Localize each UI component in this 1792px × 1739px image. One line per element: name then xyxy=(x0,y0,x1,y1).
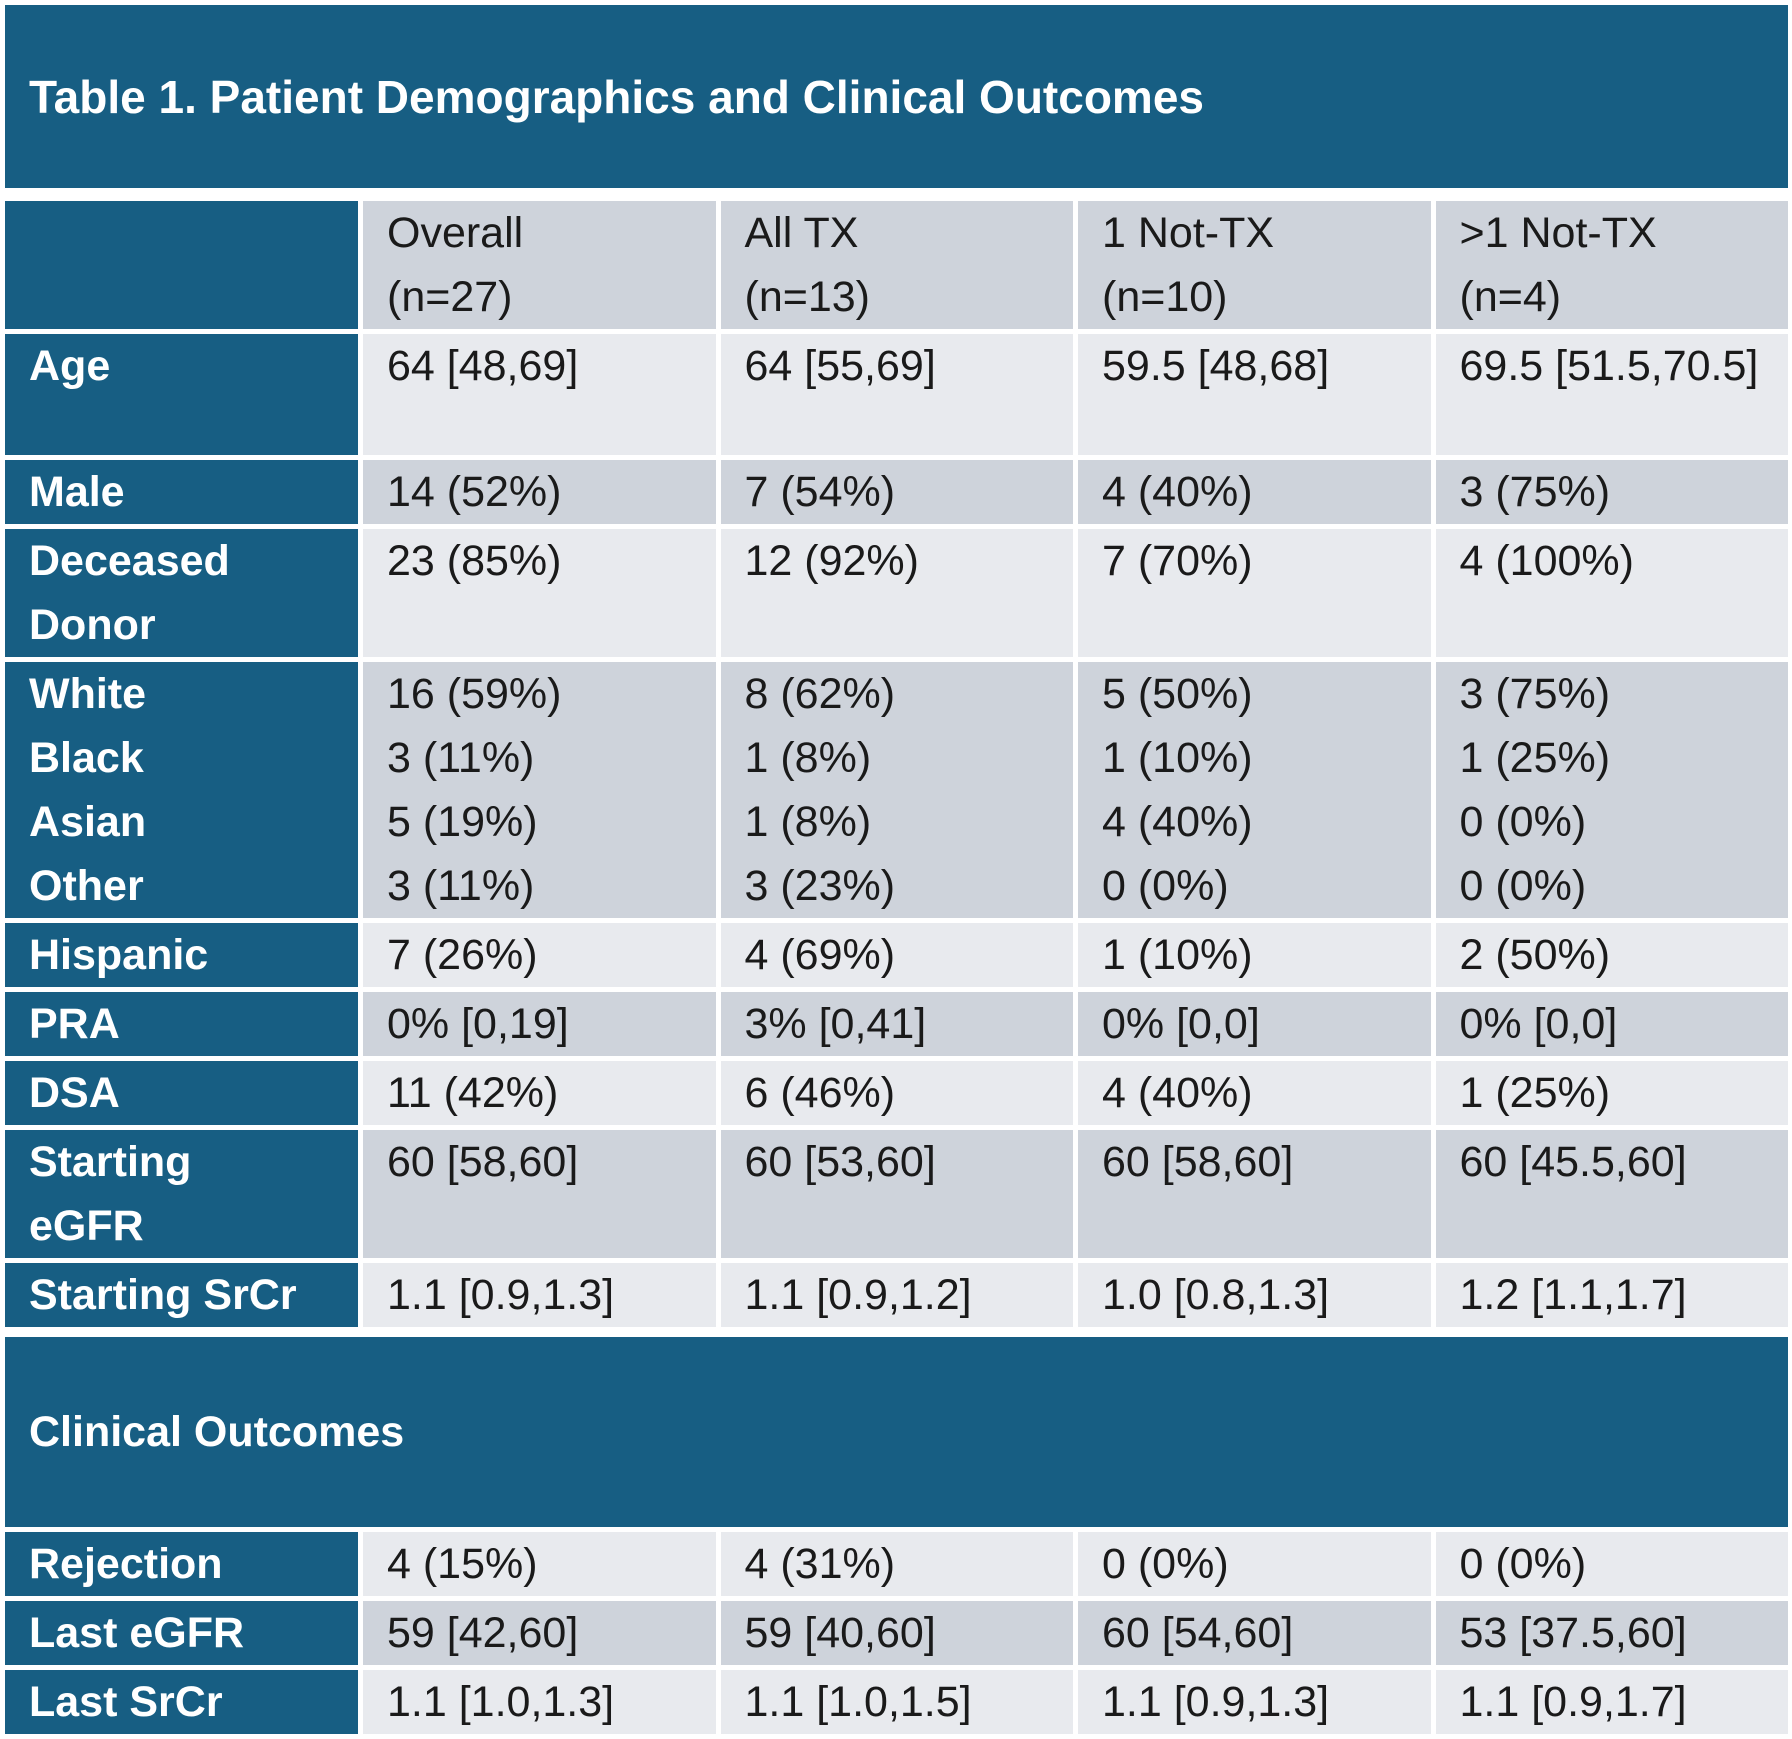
table-row: Rejection 4 (15%) 4 (31%) 0 (0%) 0 (0%) xyxy=(5,1532,1788,1596)
row-label-deceased-donor: Deceased Donor xyxy=(5,529,358,657)
table-cell: 3 (75%) xyxy=(1435,460,1788,524)
table-cell: 12 (92%) xyxy=(720,529,1073,657)
table-cell: 11 (42%) xyxy=(363,1061,716,1125)
row-label-last-srcr: Last SrCr xyxy=(5,1670,358,1734)
table-cell: 0% [0,19] xyxy=(363,992,716,1056)
table-cell: 60 [53,60] xyxy=(720,1130,1073,1258)
table-cell: 2 (50%) xyxy=(1435,923,1788,987)
outcomes-section-title: Clinical Outcomes xyxy=(5,1337,1788,1527)
table-cell: 6 (46%) xyxy=(720,1061,1073,1125)
table-row: Deceased Donor 23 (85%) 12 (92%) 7 (70%)… xyxy=(5,529,1788,657)
table-cell: 64 [48,69] xyxy=(363,334,716,455)
table-cell: 60 [54,60] xyxy=(1078,1601,1431,1665)
table-frame: Table 1. Patient Demographics and Clinic… xyxy=(5,5,1788,1739)
table-cell: 59.5 [48,68] xyxy=(1078,334,1431,455)
column-header-gt1-not-tx: >1 Not-TX (n=4) xyxy=(1435,201,1788,329)
table-row: Last SrCr 1.1 [1.0,1.3] 1.1 [1.0,1.5] 1.… xyxy=(5,1670,1788,1734)
table-cell: 1 (25%) xyxy=(1435,1061,1788,1125)
table-cell: 23 (85%) xyxy=(363,529,716,657)
table-cell: 16 (59%) 3 (11%) 5 (19%) 3 (11%) xyxy=(363,662,716,918)
row-label-race: White Black Asian Other xyxy=(5,662,358,918)
table-cell: 4 (31%) xyxy=(720,1532,1073,1596)
table-cell: 69.5 [51.5,70.5] xyxy=(1435,334,1788,455)
table-cell: 59 [40,60] xyxy=(720,1601,1073,1665)
table-row: Hispanic 7 (26%) 4 (69%) 1 (10%) 2 (50%) xyxy=(5,923,1788,987)
table-cell: 3% [0,41] xyxy=(720,992,1073,1056)
row-label-dsa: DSA xyxy=(5,1061,358,1125)
table-cell: 1.1 [0.9,1.7] xyxy=(1435,1670,1788,1734)
row-label-last-egfr: Last eGFR xyxy=(5,1601,358,1665)
table-cell: 1.2 [1.1,1.7] xyxy=(1435,1263,1788,1327)
column-header-1-not-tx: 1 Not-TX (n=10) xyxy=(1078,201,1431,329)
table-cell: 53 [37.5,60] xyxy=(1435,1601,1788,1665)
table-cell: 0 (0%) xyxy=(1435,1532,1788,1596)
table-title: Table 1. Patient Demographics and Clinic… xyxy=(5,5,1788,188)
column-header-overall: Overall (n=27) xyxy=(363,201,716,329)
table-cell: 1.0 [0.8,1.3] xyxy=(1078,1263,1431,1327)
demographics-table: Overall (n=27) All TX (n=13) 1 Not-TX (n… xyxy=(0,196,1792,1332)
table-cell: 14 (52%) xyxy=(363,460,716,524)
table-cell: 5 (50%) 1 (10%) 4 (40%) 0 (0%) xyxy=(1078,662,1431,918)
table-cell: 4 (15%) xyxy=(363,1532,716,1596)
table-row: Last eGFR 59 [42,60] 59 [40,60] 60 [54,6… xyxy=(5,1601,1788,1665)
table-cell: 0% [0,0] xyxy=(1435,992,1788,1056)
table-row: Starting eGFR 60 [58,60] 60 [53,60] 60 [… xyxy=(5,1130,1788,1258)
table-cell: 1.1 [0.9,1.3] xyxy=(1078,1670,1431,1734)
table-cell: 3 (75%) 1 (25%) 0 (0%) 0 (0%) xyxy=(1435,662,1788,918)
table-cell: 0 (0%) xyxy=(1078,1532,1431,1596)
table-cell: 7 (26%) xyxy=(363,923,716,987)
row-label-age: Age xyxy=(5,334,358,455)
table-cell: 8 (62%) 1 (8%) 1 (8%) 3 (23%) xyxy=(720,662,1073,918)
column-header-all-tx: All TX (n=13) xyxy=(720,201,1073,329)
table-cell: 1.1 [0.9,1.3] xyxy=(363,1263,716,1327)
row-label-male: Male xyxy=(5,460,358,524)
table-cell: 60 [58,60] xyxy=(363,1130,716,1258)
table-cell: 59 [42,60] xyxy=(363,1601,716,1665)
table-cell: 64 [55,69] xyxy=(720,334,1073,455)
table-row: DSA 11 (42%) 6 (46%) 4 (40%) 1 (25%) xyxy=(5,1061,1788,1125)
table-cell: 4 (40%) xyxy=(1078,460,1431,524)
table-cell: 4 (40%) xyxy=(1078,1061,1431,1125)
table-cell: 60 [58,60] xyxy=(1078,1130,1431,1258)
table-cell: 7 (70%) xyxy=(1078,529,1431,657)
row-label-starting-egfr: Starting eGFR xyxy=(5,1130,358,1258)
table-cell: 0% [0,0] xyxy=(1078,992,1431,1056)
table-cell: 1.1 [0.9,1.2] xyxy=(720,1263,1073,1327)
header-corner-cell xyxy=(5,201,358,329)
header-row: Overall (n=27) All TX (n=13) 1 Not-TX (n… xyxy=(5,201,1788,329)
table-row: PRA 0% [0,19] 3% [0,41] 0% [0,0] 0% [0,0… xyxy=(5,992,1788,1056)
table-cell: 4 (100%) xyxy=(1435,529,1788,657)
table-cell: 4 (69%) xyxy=(720,923,1073,987)
table-row: Age 64 [48,69] 64 [55,69] 59.5 [48,68] 6… xyxy=(5,334,1788,455)
table-cell: 1.1 [1.0,1.5] xyxy=(720,1670,1073,1734)
table-row: Male 14 (52%) 7 (54%) 4 (40%) 3 (75%) xyxy=(5,460,1788,524)
row-label-pra: PRA xyxy=(5,992,358,1056)
table-cell: 1.1 [1.0,1.3] xyxy=(363,1670,716,1734)
table-row: White Black Asian Other 16 (59%) 3 (11%)… xyxy=(5,662,1788,918)
table-cell: 7 (54%) xyxy=(720,460,1073,524)
table-row: Starting SrCr 1.1 [0.9,1.3] 1.1 [0.9,1.2… xyxy=(5,1263,1788,1327)
table-cell: 1 (10%) xyxy=(1078,923,1431,987)
row-label-hispanic: Hispanic xyxy=(5,923,358,987)
row-label-rejection: Rejection xyxy=(5,1532,358,1596)
row-label-starting-srcr: Starting SrCr xyxy=(5,1263,358,1327)
outcomes-table: Rejection 4 (15%) 4 (31%) 0 (0%) 0 (0%) … xyxy=(0,1527,1792,1739)
table-cell: 60 [45.5,60] xyxy=(1435,1130,1788,1258)
